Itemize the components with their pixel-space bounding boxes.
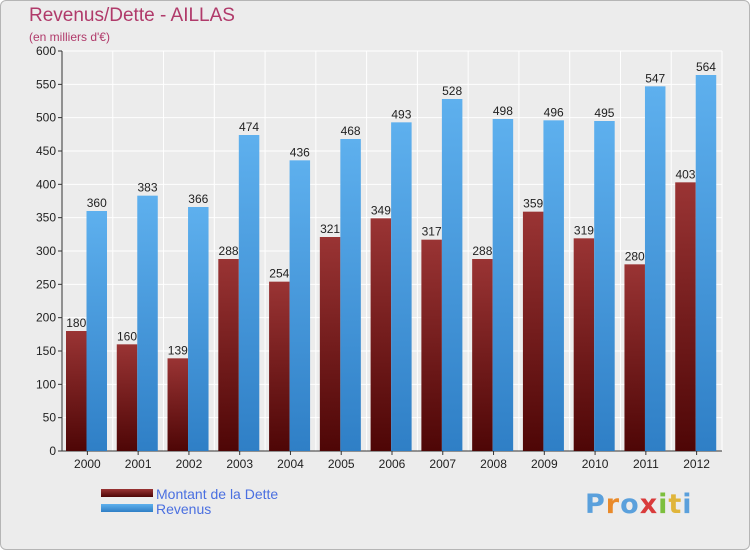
y-tick-label: 350 (36, 211, 56, 225)
revenue-value-label: 547 (645, 71, 665, 85)
logo-letter: x (639, 489, 659, 520)
y-tick-label: 250 (36, 277, 56, 291)
revenue-value-label: 564 (696, 60, 716, 74)
debt-bar (421, 239, 442, 451)
revenue-bar (86, 211, 107, 451)
revenue-value-label: 496 (544, 105, 564, 119)
revenue-bar (289, 160, 311, 452)
y-tick-label: 150 (36, 344, 56, 358)
debt-bar (218, 259, 239, 451)
debt-bar (370, 218, 392, 451)
revenue-value-label: 468 (341, 124, 361, 138)
y-tick-label: 200 (36, 311, 56, 325)
y-tick-label: 50 (43, 411, 57, 425)
x-tick-label: 2007 (429, 457, 456, 471)
y-tick-label: 500 (36, 111, 56, 125)
x-tick-label: 2012 (683, 457, 710, 471)
revenue-bar (441, 99, 463, 451)
revenue-value-label: 498 (493, 104, 513, 118)
debt-bar (319, 237, 341, 451)
revenue-bar (594, 121, 615, 451)
revenue-bar (391, 122, 412, 451)
legend-swatch-revenue (101, 504, 153, 512)
y-tick-label: 450 (36, 144, 56, 158)
y-tick-label: 100 (36, 377, 56, 391)
revenue-value-label: 495 (594, 106, 614, 120)
revenue-value-label: 360 (87, 196, 107, 210)
debt-value-label: 160 (117, 329, 137, 343)
revenue-value-label: 436 (290, 145, 310, 159)
debt-value-label: 139 (168, 343, 188, 357)
debt-bar (573, 238, 595, 451)
debt-value-label: 321 (320, 222, 340, 236)
x-tick-label: 2003 (226, 457, 253, 471)
debt-bar (624, 264, 645, 451)
debt-value-label: 180 (66, 316, 86, 330)
x-tick-label: 2001 (125, 457, 152, 471)
logo-letter: o (620, 489, 640, 520)
x-tick-label: 2008 (480, 457, 507, 471)
revenue-bar (492, 119, 514, 451)
debt-value-label: 319 (574, 223, 594, 237)
logo-letter: r (605, 489, 621, 520)
revenue-value-label: 383 (138, 181, 158, 195)
revenue-bar (695, 75, 717, 451)
y-tick-label: 600 (36, 44, 56, 58)
debt-bar (66, 331, 87, 451)
logo-letter: P (585, 489, 606, 520)
revenue-bar (543, 120, 564, 451)
chart-subtitle: (en milliers d'€) (29, 30, 110, 44)
logo-letter: t (668, 489, 683, 520)
debt-value-label: 288 (472, 244, 492, 258)
debt-bar (269, 281, 290, 451)
x-tick-label: 2011 (633, 457, 659, 471)
revenue-value-label: 474 (239, 120, 259, 134)
proxiti-logo: Proxiti (585, 489, 693, 520)
legend-label-debt: Montant de la Dette (156, 486, 279, 502)
revenue-value-label: 493 (391, 107, 411, 121)
debt-bar (167, 358, 189, 451)
x-tick-label: 2009 (531, 457, 558, 471)
revenue-bar (238, 135, 260, 451)
logo-letter: i (658, 489, 669, 520)
y-tick-label: 300 (36, 244, 56, 258)
x-tick-label: 2004 (277, 457, 304, 471)
debt-value-label: 280 (625, 249, 645, 263)
revenue-bar (340, 139, 361, 451)
legend-label-revenue: Revenus (156, 501, 212, 517)
debt-bar (522, 211, 544, 451)
revenue-bar (644, 86, 666, 451)
debt-value-label: 317 (422, 225, 442, 239)
debt-bar (472, 259, 493, 451)
x-tick-label: 2000 (74, 457, 101, 471)
x-tick-label: 2005 (328, 457, 355, 471)
y-tick-label: 550 (36, 77, 56, 91)
debt-bar (116, 344, 138, 451)
y-tick-label: 400 (36, 177, 56, 191)
debt-value-label: 254 (269, 267, 289, 281)
debt-value-label: 359 (523, 197, 543, 211)
debt-value-label: 349 (371, 203, 391, 217)
debt-value-label: 288 (219, 244, 239, 258)
debt-value-label: 403 (675, 167, 695, 181)
chart-title: Revenus/Dette - AILLAS (29, 5, 235, 26)
y-tick-label: 0 (49, 444, 56, 458)
x-tick-label: 2002 (176, 457, 203, 471)
x-tick-label: 2010 (582, 457, 609, 471)
revenue-value-label: 366 (188, 192, 208, 206)
legend-swatch-debt (101, 489, 153, 497)
x-tick-label: 2006 (379, 457, 406, 471)
logo-letter: i (682, 489, 693, 520)
revenue-bar (137, 195, 158, 451)
debt-bar (675, 182, 696, 452)
revenue-bar (188, 207, 209, 451)
revenue-value-label: 528 (442, 84, 462, 98)
